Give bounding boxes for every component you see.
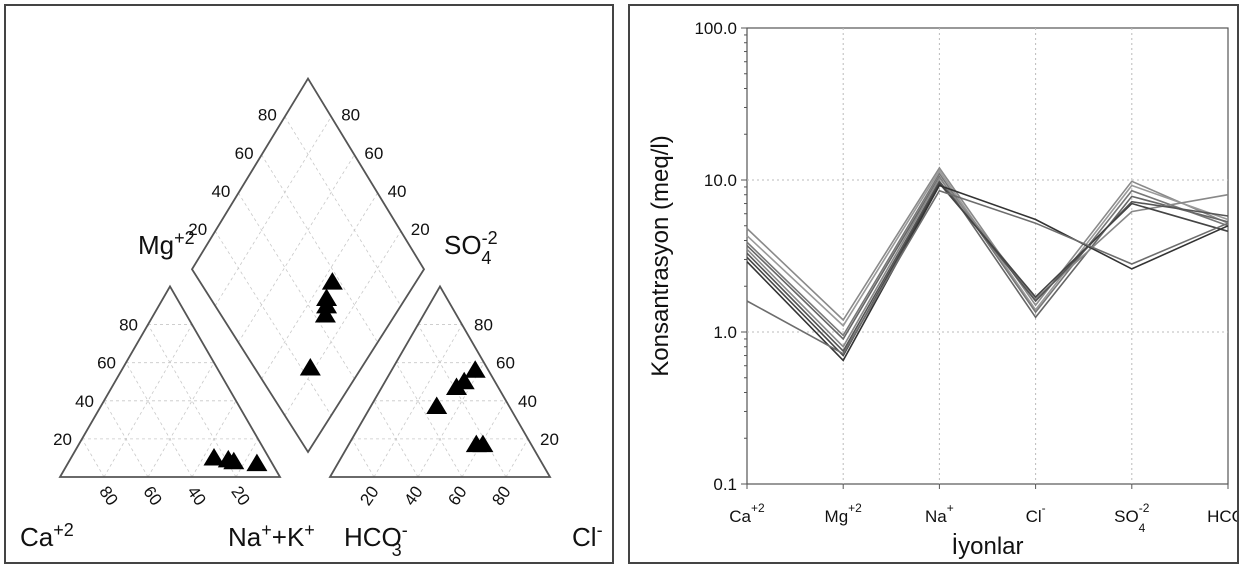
diamond-grid-line — [261, 154, 378, 343]
diamond-grid-line — [284, 116, 402, 307]
cl-tick-label: 60 — [444, 483, 470, 509]
diamond-left-tick-label: 60 — [235, 144, 254, 163]
cation-sample-point — [246, 453, 268, 472]
cation-grid-line — [235, 438, 259, 478]
anion-grid-line — [395, 362, 463, 478]
y-axis-title: Konsantrasyon (meq/l) — [647, 135, 674, 376]
anion-grid-line — [505, 438, 529, 478]
series-line — [746, 166, 1229, 322]
plot-frame — [746, 27, 1229, 485]
diamond-right-tick-label: 20 — [411, 220, 430, 239]
schoeller-diagram-panel: 0.1 1.0 10.0 100.0 Ca+2 Mg+2 Na+ Cl- SO-24 HCO-3 İ… — [628, 4, 1239, 564]
cl-tick-label: 40 — [400, 483, 426, 509]
diamond-right-tick-label: 80 — [341, 106, 360, 125]
series-line — [746, 184, 1229, 362]
cation-grid-line — [103, 400, 149, 478]
anion-grid-line — [373, 400, 419, 478]
diamond-left-tick-label: 80 — [258, 106, 277, 125]
mg-tick-label: 40 — [75, 392, 94, 411]
mg-tick-label: 20 — [53, 430, 72, 449]
diamond-grid-line — [214, 230, 332, 416]
diamond-left-tick-label: 20 — [188, 220, 207, 239]
cation-bottom-tick-label: 40 — [183, 483, 209, 509]
cl-label: Cl- — [572, 520, 603, 552]
diamond-sample-point — [321, 272, 343, 290]
y-tick-label: 0.1 — [713, 475, 737, 494]
so4-label: SO-2 4 — [444, 228, 498, 268]
anion-grid-line — [351, 438, 375, 478]
na-k-label: Na++K+ — [228, 520, 315, 552]
y-tick-label: 10.0 — [704, 171, 737, 190]
series-line — [746, 189, 1229, 355]
diamond-sample-point — [299, 357, 321, 376]
x-tick-label: Na+ — [925, 501, 954, 526]
x-axis-title: İyonlar — [951, 533, 1023, 560]
x-tick-label: SO-2 4 — [1114, 501, 1150, 535]
mg-tick-label: 80 — [119, 316, 138, 335]
diamond-grid-line — [284, 230, 402, 416]
cation-grid-line — [147, 362, 215, 478]
cation-grid-line — [191, 400, 237, 478]
x-tick-label: Ca+2 — [729, 501, 765, 526]
cl-tick-label: 20 — [356, 483, 382, 509]
diamond-right-tick-label: 60 — [364, 144, 383, 163]
cation-grid-line — [125, 362, 193, 478]
cation-grid-line — [81, 438, 105, 478]
x-tick-label: Cl- — [1026, 501, 1046, 526]
so4-tick-label: 60 — [496, 354, 515, 373]
x-tick-label: Mg+2 — [825, 501, 863, 526]
cation-sample-point — [203, 447, 225, 466]
anion-grid-line — [417, 324, 507, 478]
anion-triangle — [328, 284, 552, 478]
diamond-right-tick-label: 40 — [388, 182, 407, 201]
so4-tick-label: 40 — [518, 392, 537, 411]
diamond-grid-line — [214, 116, 332, 307]
cation-grid-line — [103, 324, 193, 478]
series-line — [746, 172, 1229, 337]
mg-tick-label: 60 — [97, 354, 116, 373]
diamond-grid-line — [238, 154, 355, 343]
anion-sample-point — [426, 396, 448, 415]
cation-grid-line — [147, 324, 237, 478]
y-tick-label: 1.0 — [713, 323, 737, 342]
diamond-sample-point — [314, 304, 336, 323]
cation-bottom-tick-label: 20 — [227, 483, 253, 509]
y-tick-label: 100.0 — [694, 19, 737, 38]
mg-label: Mg+2 — [138, 228, 195, 260]
anion-grid-line — [417, 362, 485, 478]
ca-label: Ca+2 — [20, 520, 74, 552]
so4-tick-label: 80 — [474, 316, 493, 335]
so4-tick-label: 20 — [540, 430, 559, 449]
hco3-label: HCO-3 — [344, 520, 408, 560]
anion-grid-line — [373, 324, 463, 478]
piper-diagram-panel: 20 40 60 80 20 40 60 80 20 40 60 80 20 40 60 80 20 40 60 80… — [4, 4, 614, 564]
cation-bottom-tick-label: 60 — [139, 483, 165, 509]
central-diamond — [190, 76, 426, 454]
diamond-left-tick-label: 40 — [211, 182, 230, 201]
diamond-grid-line — [238, 192, 355, 380]
x-tick-label: HCO-3 — [1207, 501, 1237, 535]
cl-tick-label: 80 — [488, 483, 514, 509]
schoeller-diagram: 0.1 1.0 10.0 100.0 Ca+2 Mg+2 Na+ Cl- SO-24 HCO-3 İ… — [647, 19, 1237, 560]
diamond-sample-point — [316, 295, 338, 314]
series-line — [746, 175, 1229, 341]
anion-sample-point — [472, 434, 494, 453]
cation-bottom-tick-label: 80 — [95, 483, 121, 509]
diamond-grid-line — [261, 192, 378, 380]
series-line — [746, 182, 1229, 357]
anion-sample-point — [446, 377, 467, 395]
cation-triangle — [58, 284, 282, 478]
cation-sample-point — [223, 451, 245, 470]
anion-sample-point — [464, 360, 486, 378]
